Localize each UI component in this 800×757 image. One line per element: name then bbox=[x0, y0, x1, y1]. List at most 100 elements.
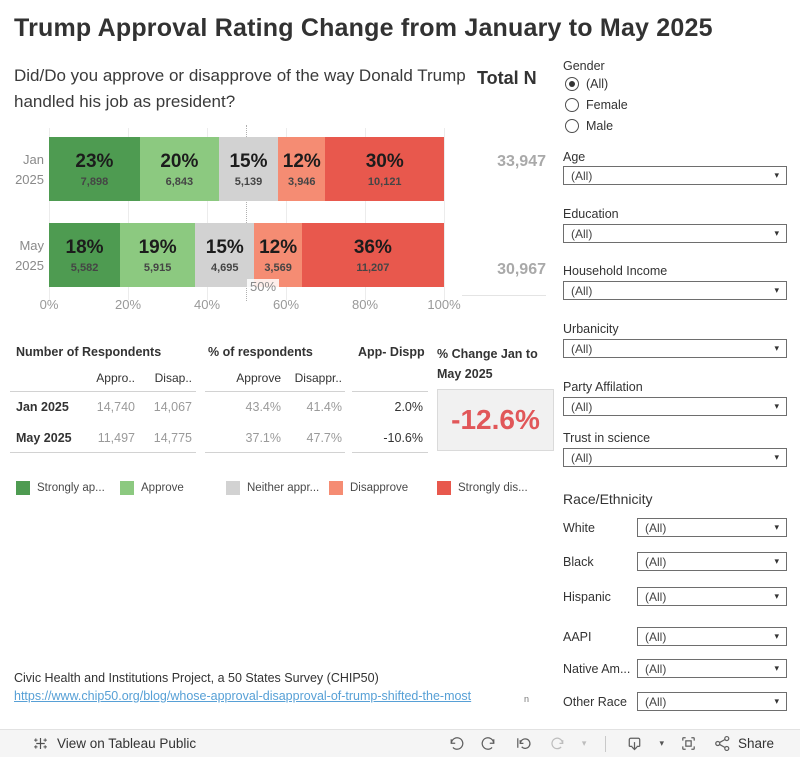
bar-segment-strongly-disapprove[interactable]: 30% 10,121 bbox=[325, 137, 444, 201]
share-button[interactable]: Share bbox=[713, 734, 774, 753]
undo-button[interactable] bbox=[446, 734, 465, 753]
segment-pct: 12% bbox=[282, 150, 321, 172]
chevron-down-icon bbox=[774, 401, 779, 412]
household-income-filter-label: Household Income bbox=[563, 264, 668, 278]
segment-count: 7,898 bbox=[80, 175, 109, 188]
bar-segment-neither[interactable]: 15% 4,695 bbox=[195, 223, 255, 287]
legend-item-strongly-approve[interactable]: Strongly ap... bbox=[16, 481, 105, 495]
legend-swatch bbox=[226, 481, 240, 495]
view-on-tableau-public-button[interactable]: View on Tableau Public bbox=[32, 735, 196, 752]
party-affilation-dropdown[interactable]: (All) bbox=[563, 397, 787, 416]
segment-pct: 18% bbox=[65, 236, 104, 258]
source-link[interactable]: https://www.chip50.org/blog/whose-approv… bbox=[14, 689, 472, 703]
legend-item-disapprove[interactable]: Disapprove bbox=[329, 481, 408, 495]
tableau-logo-icon bbox=[32, 735, 49, 752]
gridline bbox=[444, 128, 445, 300]
radio-icon bbox=[565, 119, 579, 133]
urbanicity-dropdown[interactable]: (All) bbox=[563, 339, 787, 358]
x-tick: 20% bbox=[114, 297, 142, 312]
legend-swatch bbox=[120, 481, 134, 495]
refresh-button[interactable] bbox=[548, 734, 567, 753]
page-title: Trump Approval Rating Change from Januar… bbox=[14, 14, 713, 42]
age-dropdown[interactable]: (All) bbox=[563, 166, 787, 185]
segment-count: 5,582 bbox=[70, 261, 99, 274]
row-label-may: May 2025 bbox=[15, 238, 44, 273]
cell-value: 41.4% bbox=[306, 400, 342, 414]
fullscreen-button[interactable] bbox=[679, 734, 698, 753]
race-ethnicity-header: Race/Ethnicity bbox=[563, 491, 653, 507]
chevron-down-icon bbox=[774, 556, 779, 567]
gender-radio-male[interactable]: Male bbox=[565, 119, 613, 133]
col-disapprove: Disappr.. bbox=[294, 371, 342, 385]
bar-segment-disapprove[interactable]: 12% 3,569 bbox=[254, 223, 302, 287]
table-divider bbox=[352, 391, 428, 392]
pct-change-box: -12.6% bbox=[437, 389, 554, 451]
download-button[interactable] bbox=[625, 734, 644, 753]
total-n-jan: 33,947 bbox=[497, 153, 546, 170]
view-on-tableau-public-label: View on Tableau Public bbox=[57, 736, 197, 751]
chevron-down-icon bbox=[774, 170, 779, 181]
race-label-native-american: Native Am... bbox=[563, 662, 631, 676]
race-hispanic-dropdown[interactable]: (All) bbox=[637, 587, 787, 606]
race-aapi-dropdown[interactable]: (All) bbox=[637, 627, 787, 646]
race-other-race-dropdown[interactable]: (All) bbox=[637, 692, 787, 711]
bar-segment-neither[interactable]: 15% 5,139 bbox=[218, 137, 279, 201]
row-label-jan: Jan 2025 bbox=[15, 152, 44, 187]
gridline bbox=[365, 128, 366, 300]
bar-segment-strongly-disapprove[interactable]: 36% 11,207 bbox=[301, 223, 444, 287]
segment-count: 10,121 bbox=[367, 175, 402, 188]
race-label-black: Black bbox=[563, 555, 594, 569]
trust-in-science-dropdown[interactable]: (All) bbox=[563, 448, 787, 467]
segment-pct: 15% bbox=[205, 236, 244, 258]
bar-segment-strongly-approve[interactable]: 23% 7,898 bbox=[49, 137, 140, 201]
chevron-down-icon bbox=[774, 663, 779, 674]
legend-item-strongly-disapprove[interactable]: Strongly dis... bbox=[437, 481, 528, 495]
race-black-dropdown[interactable]: (All) bbox=[637, 552, 787, 571]
table-divider bbox=[205, 452, 345, 453]
race-native-american-dropdown[interactable]: (All) bbox=[637, 659, 787, 678]
x-tick: 40% bbox=[193, 297, 221, 312]
segment-pct: 15% bbox=[229, 150, 268, 172]
age-filter-label: Age bbox=[563, 150, 586, 164]
chevron-down-icon bbox=[774, 696, 779, 707]
bar-segment-approve[interactable]: 19% 5,915 bbox=[120, 223, 196, 287]
chevron-down-icon bbox=[774, 591, 779, 602]
app-dispp-title: App- Dispp bbox=[358, 345, 425, 359]
fifty-percent-reference-line bbox=[246, 125, 247, 301]
chevron-down-icon bbox=[774, 343, 779, 354]
refresh-menu-caret-icon[interactable]: ▾ bbox=[581, 738, 587, 748]
redo-button[interactable] bbox=[480, 734, 499, 753]
legend-swatch bbox=[329, 481, 343, 495]
pct-change-value: -12.6% bbox=[451, 404, 540, 435]
gender-radio-all[interactable]: (All) bbox=[565, 77, 608, 91]
bar-segment-disapprove[interactable]: 12% 3,946 bbox=[278, 137, 326, 201]
approval-stacked-bar-chart: Jan 2025 May 2025 23% 7,898 20% 6,843 15… bbox=[0, 125, 548, 323]
chevron-down-icon bbox=[774, 452, 779, 463]
fifty-percent-label: 50% bbox=[247, 279, 280, 294]
legend-item-approve[interactable]: Approve bbox=[120, 481, 184, 495]
table-divider bbox=[352, 452, 428, 453]
race-label-hispanic: Hispanic bbox=[563, 590, 611, 604]
segment-pct: 36% bbox=[353, 236, 392, 258]
gridline bbox=[49, 128, 50, 300]
segment-pct: 20% bbox=[160, 150, 199, 172]
col-approve: Approve bbox=[236, 371, 281, 385]
gridline bbox=[128, 128, 129, 300]
x-tick: 80% bbox=[351, 297, 379, 312]
education-dropdown[interactable]: (All) bbox=[563, 224, 787, 243]
download-menu-caret-icon[interactable]: ▾ bbox=[659, 738, 664, 748]
radio-selected-icon bbox=[565, 77, 579, 91]
legend-item-neither[interactable]: Neither appr... bbox=[226, 481, 319, 495]
cell-value: 2.0% bbox=[394, 400, 424, 414]
chevron-down-icon bbox=[774, 285, 779, 296]
gender-radio-female[interactable]: Female bbox=[565, 98, 628, 112]
revert-button[interactable] bbox=[514, 734, 533, 753]
urbanicity-filter-label: Urbanicity bbox=[563, 322, 619, 336]
household-income-dropdown[interactable]: (All) bbox=[563, 281, 787, 300]
bar-segment-strongly-approve[interactable]: 18% 5,582 bbox=[49, 223, 121, 287]
race-white-dropdown[interactable]: (All) bbox=[637, 518, 787, 537]
row-jan-2025: Jan 2025 bbox=[16, 400, 69, 414]
pct-change-title: % Change Jan to May 2025 bbox=[437, 347, 538, 381]
bar-segment-approve[interactable]: 20% 6,843 bbox=[139, 137, 219, 201]
